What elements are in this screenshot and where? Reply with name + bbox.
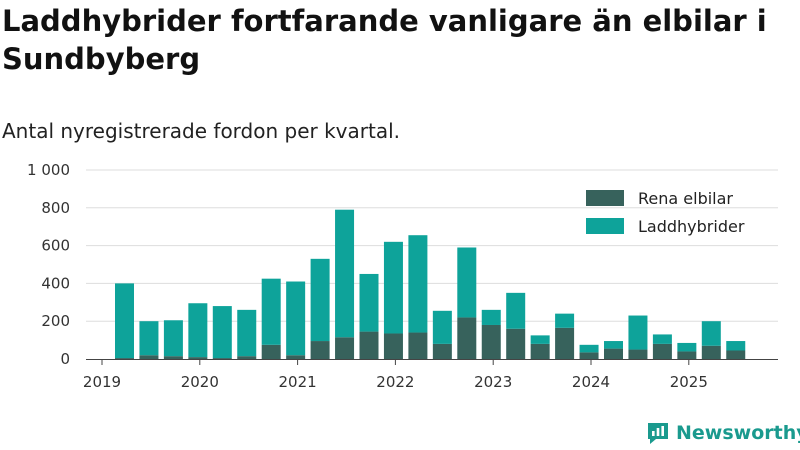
- bar-elbilar: [359, 331, 379, 359]
- x-tick-label: 2021: [279, 373, 317, 391]
- bar-elbilar: [506, 328, 526, 359]
- legend-label: Rena elbilar: [638, 189, 733, 208]
- x-axis: [86, 359, 778, 365]
- x-tick-label: 2022: [376, 373, 414, 391]
- y-tick-label: 1 000: [27, 161, 70, 179]
- bar-elbilar: [310, 341, 330, 359]
- bar-laddhybrider: [457, 247, 477, 318]
- bar-laddhybrider: [237, 309, 257, 357]
- bar-elbilar: [628, 349, 648, 359]
- brand-logo: Newsworthy: [646, 420, 800, 446]
- bar-elbilar: [604, 348, 623, 359]
- bar-laddhybrider: [335, 209, 355, 338]
- legend-swatch: [586, 190, 624, 206]
- bar-laddhybrider: [432, 310, 452, 344]
- bar-elbilar: [335, 337, 355, 359]
- bar-laddhybrider: [139, 321, 159, 356]
- bar-laddhybrider: [677, 342, 697, 352]
- bar-laddhybrider: [115, 283, 134, 359]
- y-axis-ticks: 0 200 400 600 800 1 000: [27, 161, 70, 368]
- y-tick-label: 200: [41, 312, 70, 330]
- bar-laddhybrider: [652, 334, 672, 344]
- bar-elbilar: [677, 351, 697, 359]
- bar-laddhybrider: [310, 258, 330, 342]
- bar-chart-icon: [648, 423, 668, 444]
- x-tick-label: 2023: [474, 373, 512, 391]
- x-axis-ticks: 2019 2020 2021 2022 2023 2024 2025: [83, 373, 708, 391]
- bar-elbilar: [237, 356, 257, 359]
- bar-elbilar: [701, 345, 721, 359]
- bars: [115, 209, 746, 359]
- bar-elbilar: [408, 332, 428, 359]
- bar-laddhybrider: [212, 306, 232, 359]
- bar-laddhybrider: [481, 309, 501, 325]
- x-tick-label: 2019: [83, 373, 121, 391]
- bar-laddhybrider: [163, 320, 183, 357]
- bar-elbilar: [286, 355, 306, 359]
- gridlines: [86, 169, 778, 322]
- bar-laddhybrider: [506, 292, 526, 329]
- bar-elbilar: [726, 350, 746, 359]
- bar-laddhybrider: [188, 303, 208, 358]
- y-tick-label: 400: [41, 274, 70, 292]
- bar-elbilar: [212, 358, 232, 359]
- brand-name: Newsworthy: [676, 422, 800, 444]
- bar-elbilar: [115, 358, 134, 359]
- bar-laddhybrider: [579, 344, 599, 353]
- x-tick-label: 2024: [572, 373, 610, 391]
- x-tick-label: 2020: [181, 373, 219, 391]
- bar-elbilar: [383, 333, 403, 359]
- bar-elbilar: [457, 317, 477, 359]
- y-tick-label: 0: [60, 350, 70, 368]
- bar-laddhybrider: [604, 341, 623, 349]
- legend: Rena elbilar Laddhybrider: [586, 189, 745, 236]
- y-tick-label: 800: [41, 199, 70, 217]
- bar-laddhybrider: [530, 335, 550, 344]
- bar-elbilar: [139, 355, 159, 359]
- bar-elbilar: [652, 343, 672, 359]
- y-tick-label: 600: [41, 237, 70, 255]
- bar-laddhybrider: [701, 321, 721, 346]
- bar-laddhybrider: [726, 341, 746, 351]
- bar-elbilar: [579, 352, 599, 359]
- bar-laddhybrider: [383, 241, 403, 334]
- bar-laddhybrider: [261, 278, 281, 345]
- bar-elbilar: [555, 327, 575, 359]
- chart-title: Laddhybrider fortfarande vanligare än el…: [2, 4, 767, 76]
- bar-laddhybrider: [359, 273, 379, 332]
- legend-swatch: [586, 218, 624, 234]
- bar-elbilar: [481, 324, 501, 359]
- bar-elbilar: [432, 343, 452, 359]
- bar-laddhybrider: [628, 315, 648, 350]
- x-tick-label: 2025: [670, 373, 708, 391]
- bar-laddhybrider: [408, 235, 428, 333]
- bar-laddhybrider: [286, 281, 306, 356]
- bar-elbilar: [163, 356, 183, 359]
- bar-elbilar: [530, 343, 550, 359]
- legend-label: Laddhybrider: [638, 217, 745, 236]
- bar-elbilar: [261, 344, 281, 359]
- chart-subtitle: Antal nyregistrerade fordon per kvartal.: [2, 119, 401, 143]
- bar-laddhybrider: [555, 313, 575, 328]
- bar-elbilar: [188, 357, 208, 359]
